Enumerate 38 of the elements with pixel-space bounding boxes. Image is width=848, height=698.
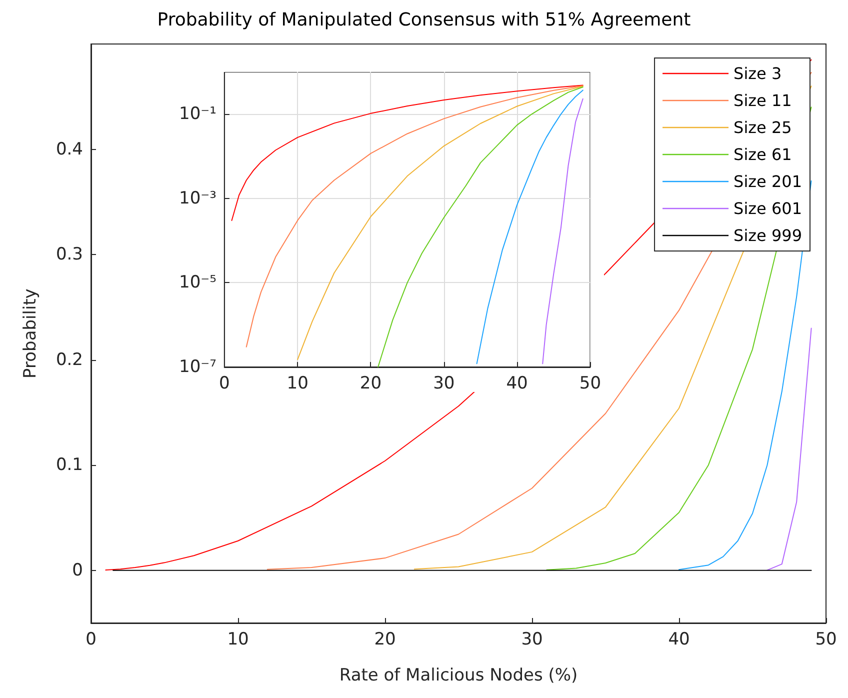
x-tick-label: 10 [227,630,249,650]
legend-label: Size 601 [734,199,802,218]
x-axis-title: Rate of Malicious Nodes (%) [339,666,578,686]
legend-label: Size 999 [734,226,802,245]
line-series [297,86,584,360]
legend-label: Size 61 [734,145,792,164]
x-tick-label: 50 [815,630,837,650]
line-series [231,84,584,221]
y-tick-label: 0.3 [56,244,83,265]
line-series [476,90,584,364]
x-tick-label: 30 [521,630,543,650]
legend-label: Size 3 [734,64,782,83]
line-series [246,85,584,348]
y-tick-label: 10⁻¹ [179,104,216,124]
x-tick-label: 40 [506,374,528,394]
x-tick-label: 20 [374,630,396,650]
y-tick-label: 10⁻³ [179,188,216,208]
y-tick-label: 0.2 [56,350,83,370]
x-tick-label: 40 [668,630,690,650]
x-tick-label: 0 [86,630,96,650]
line-series [378,86,584,368]
y-tick-label: 0 [72,560,83,580]
y-tick-label: 10⁻⁵ [179,272,216,293]
legend-label: Size 25 [734,118,792,137]
line-series [766,328,812,571]
y-tick-label: 0.1 [56,455,83,476]
line-series [542,98,584,364]
y-tick-label: 0.4 [56,139,83,160]
x-tick-label: 0 [219,374,230,394]
legend-label: Size 201 [734,172,802,191]
chart-title: Probability of Manipulated Consensus with 51% Agreement [157,10,691,30]
legend-label: Size 11 [734,91,792,110]
x-tick-label: 30 [433,374,455,394]
x-tick-label: 50 [579,374,602,394]
y-tick-label: 10⁻⁷ [179,357,217,377]
x-tick-label: 10 [286,374,308,394]
x-tick-label: 20 [360,374,382,394]
y-axis-title: Probability [20,288,40,378]
